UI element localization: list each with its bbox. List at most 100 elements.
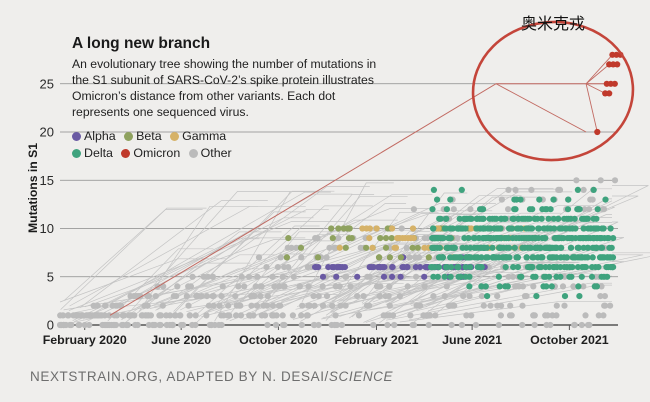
dot-alpha — [389, 273, 396, 280]
dot-other — [494, 293, 501, 300]
tree-branch — [233, 213, 462, 304]
dot-delta — [429, 264, 436, 271]
dot-other — [76, 312, 83, 319]
dot-other — [556, 186, 564, 193]
dot-other — [106, 312, 113, 319]
dot-other — [215, 321, 222, 329]
dot-other — [585, 321, 592, 329]
dot-other — [580, 186, 587, 193]
dot-delta — [530, 273, 537, 280]
dot-other — [233, 312, 240, 319]
dot-delta — [462, 273, 469, 280]
dot-other — [113, 312, 121, 319]
dot-delta — [513, 235, 520, 242]
dot-other — [272, 321, 280, 329]
dot-other — [326, 244, 333, 251]
dot-delta — [610, 235, 617, 242]
dot-delta — [578, 273, 585, 280]
dot-other — [254, 273, 261, 280]
dot-other — [258, 312, 265, 319]
dot-delta — [473, 225, 480, 232]
dot-delta — [505, 225, 513, 232]
dot-other — [143, 312, 150, 319]
dot-other — [528, 186, 535, 193]
dot-delta — [589, 264, 596, 271]
tree-branch — [420, 272, 523, 302]
tree-branch — [221, 203, 496, 304]
dot-gamma — [391, 244, 398, 251]
dot-other — [386, 302, 393, 309]
dot-other — [186, 312, 193, 319]
dot-delta — [495, 254, 502, 261]
dot-other — [547, 321, 554, 329]
dot-other — [102, 302, 109, 309]
tree-branch — [94, 238, 260, 310]
legend-item-delta: Delta — [72, 145, 113, 162]
dot-other — [585, 206, 593, 213]
dot-delta — [607, 225, 614, 232]
tree-branch — [121, 262, 251, 321]
dot-other — [253, 302, 261, 309]
dot-delta — [543, 283, 550, 290]
dot-delta — [443, 206, 450, 213]
y-tick-label: 0 — [47, 318, 54, 333]
dot-omicron — [611, 80, 618, 87]
dot-other — [432, 312, 439, 319]
chart-title: A long new branch — [72, 35, 211, 52]
dot-delta — [447, 254, 454, 261]
dot-other — [57, 321, 64, 329]
dot-gamma — [389, 225, 396, 232]
x-tick-label: February 2021 — [334, 333, 418, 347]
dot-other — [505, 206, 512, 213]
dot-delta — [525, 225, 532, 232]
dot-other — [507, 302, 514, 309]
dot-delta — [576, 206, 583, 213]
omicron-annotation: 奥米克戎 — [521, 14, 586, 33]
dot-other — [121, 312, 128, 319]
dot-gamma — [359, 225, 366, 232]
dot-other — [192, 312, 199, 319]
tree-branch — [194, 225, 320, 317]
dot-gamma — [409, 225, 417, 232]
dot-other — [406, 254, 413, 261]
legend-label-other: Other — [200, 146, 232, 160]
dot-delta — [581, 215, 588, 222]
dot-delta — [576, 254, 584, 261]
dot-other — [298, 312, 305, 319]
dot-delta — [558, 235, 565, 242]
dot-delta — [600, 273, 608, 280]
dot-other — [331, 244, 338, 251]
dot-delta — [561, 293, 569, 300]
dot-other — [238, 273, 245, 280]
dot-other — [441, 293, 448, 300]
dot-beta — [348, 235, 355, 242]
dot-delta — [514, 264, 522, 271]
tree-branch — [399, 301, 612, 323]
dot-other — [389, 312, 397, 319]
dot-delta — [504, 283, 511, 290]
dot-delta — [580, 225, 587, 232]
dot-delta — [489, 244, 496, 251]
legend-swatch-omicron — [121, 149, 131, 158]
dot-other — [257, 293, 264, 300]
dot-alpha — [354, 273, 361, 280]
dot-other — [561, 302, 568, 309]
dot-other — [241, 283, 248, 290]
dot-delta — [484, 293, 491, 300]
dot-delta — [514, 225, 521, 232]
tree-branch — [64, 209, 203, 301]
dot-other — [208, 321, 215, 329]
dot-beta — [388, 235, 395, 242]
dot-delta — [536, 244, 544, 251]
x-tick-label: October 2020 — [239, 333, 318, 347]
dot-other — [299, 302, 306, 309]
dot-other — [354, 293, 361, 300]
dot-delta — [489, 254, 496, 261]
dot-delta — [454, 264, 461, 271]
dot-other — [598, 283, 605, 290]
dot-delta — [583, 235, 590, 242]
dot-delta — [571, 254, 578, 261]
tree-branch — [325, 231, 430, 321]
dot-delta — [513, 196, 520, 203]
dot-other — [409, 321, 416, 329]
